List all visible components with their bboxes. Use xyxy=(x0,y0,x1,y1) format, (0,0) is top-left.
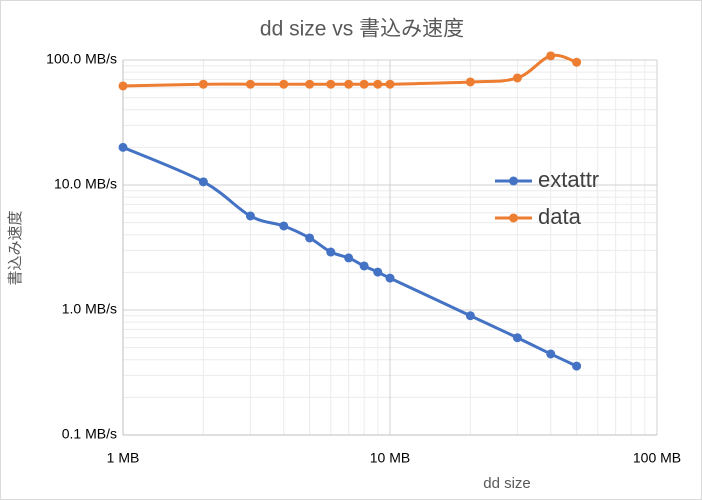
data-point xyxy=(305,233,315,243)
y-tick-label: 1.0 MB/s xyxy=(62,301,117,317)
data-point xyxy=(279,221,289,231)
data-point xyxy=(344,79,354,89)
legend-label: extattr xyxy=(538,167,599,192)
data-point xyxy=(359,79,369,89)
data-point xyxy=(512,73,522,83)
data-point xyxy=(198,79,208,89)
legend-marker xyxy=(509,176,518,186)
data-point xyxy=(572,57,582,67)
data-point xyxy=(118,142,128,152)
data-point xyxy=(385,273,395,283)
data-point xyxy=(512,333,522,343)
legend-label: data xyxy=(538,204,582,229)
x-tick-label: 10 MB xyxy=(370,450,410,466)
data-point xyxy=(344,253,354,263)
data-point xyxy=(373,79,383,89)
data-point xyxy=(326,79,336,89)
data-point xyxy=(546,349,556,359)
data-point xyxy=(305,79,315,89)
data-point xyxy=(198,177,208,187)
x-tick-label: 100 MB xyxy=(633,450,681,466)
x-tick-label: 1 MB xyxy=(107,450,140,466)
data-point xyxy=(572,361,582,371)
data-point xyxy=(326,247,336,257)
data-point xyxy=(465,77,475,87)
data-point xyxy=(385,79,395,89)
data-point xyxy=(373,267,383,277)
y-tick-label: 100.0 MB/s xyxy=(46,51,117,67)
data-point xyxy=(245,211,255,221)
data-point xyxy=(546,51,556,61)
y-axis-label: 書込み速度 xyxy=(7,210,24,285)
legend-marker xyxy=(509,213,518,223)
y-tick-label: 0.1 MB/s xyxy=(62,426,117,442)
data-point xyxy=(118,81,128,91)
chart-title: dd size vs 書込み速度 xyxy=(260,18,464,41)
data-point xyxy=(245,79,255,89)
data-point xyxy=(359,261,369,271)
data-point xyxy=(465,311,475,321)
y-tick-label: 10.0 MB/s xyxy=(54,176,117,192)
x-axis-label: dd size xyxy=(483,475,531,492)
data-point xyxy=(279,79,289,89)
